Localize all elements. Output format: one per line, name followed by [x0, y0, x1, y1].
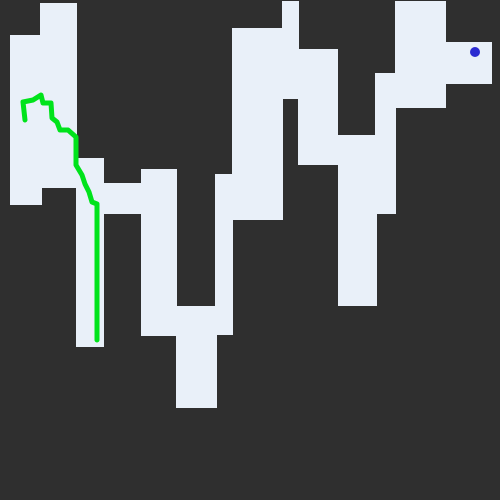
corridor-segment	[40, 3, 77, 188]
maze-corridors	[10, 1, 492, 408]
corridor-segment	[215, 306, 233, 335]
corridor-segment	[375, 73, 396, 214]
corridor-segment	[395, 1, 446, 108]
corridor-segment	[100, 183, 142, 214]
corridor-segment	[338, 135, 377, 306]
goal-marker	[470, 47, 480, 57]
corridor-segment	[445, 42, 492, 84]
corridor-segment	[232, 28, 283, 220]
corridor-segment	[176, 306, 217, 408]
corridor-segment	[141, 169, 177, 336]
corridor-segment	[298, 49, 338, 165]
solution-path	[20, 92, 100, 343]
corridor-segment	[215, 174, 233, 309]
corridor-segment	[76, 158, 104, 347]
